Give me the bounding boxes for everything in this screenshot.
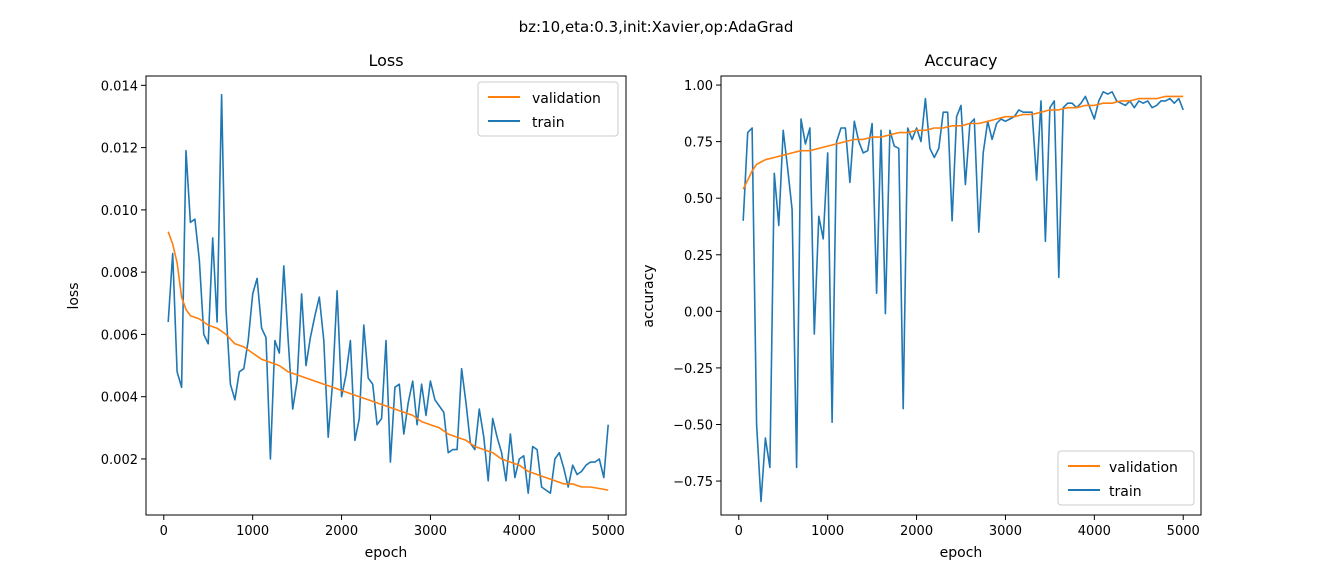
loss-x-tick-label: 0 xyxy=(160,524,168,539)
accuracy-legend-validation-label: validation xyxy=(1109,460,1178,476)
loss-legend-validation-label: validation xyxy=(532,91,601,107)
loss-legend-frame xyxy=(477,81,619,137)
loss-y-tick-label: 0.012 xyxy=(101,142,138,157)
accuracy-x-tick-label: 0 xyxy=(735,524,743,539)
loss-axes-frame xyxy=(145,75,627,516)
accuracy-plot-area: 0 1000 2000 3000 4000 5000 −0.75 −0.50 −0.25 0.00… xyxy=(673,75,1202,539)
loss-y-tick-label: 0.008 xyxy=(101,266,138,281)
accuracy-x-tick-label: 3000 xyxy=(989,524,1022,539)
accuracy-y-axis-label: accuracy xyxy=(641,264,657,327)
accuracy-x-tick-label: 2000 xyxy=(900,524,933,539)
loss-y-axis-label: loss xyxy=(66,282,82,309)
loss-y-tick-label: 0.006 xyxy=(101,328,138,343)
loss-x-tick-label: 1000 xyxy=(236,524,269,539)
loss-y-tick-label: 0.014 xyxy=(101,79,138,94)
loss-y-tick-label: 0.002 xyxy=(101,453,138,468)
accuracy-y-tick-label: −0.25 xyxy=(673,362,713,377)
accuracy-y-tick-label: 1.00 xyxy=(684,79,713,94)
loss-y-tick-label: 0.004 xyxy=(101,391,138,406)
accuracy-legend: validation train xyxy=(1057,450,1195,506)
accuracy-axes-frame xyxy=(720,75,1202,516)
accuracy-y-tick-label: 0.00 xyxy=(684,305,713,320)
loss-legend-train-label: train xyxy=(532,115,565,131)
loss-x-tick-label: 5000 xyxy=(592,524,625,539)
loss-series-train-line xyxy=(167,93,609,495)
accuracy-y-tick-label: −0.50 xyxy=(673,418,713,433)
figure-suptitle: bz:10,eta:0.3,init:Xavier,op:AdaGrad xyxy=(519,18,794,36)
loss-chart: Loss 0 1000 2000 3000 4000 5000 0.002 0.004 0.00… xyxy=(66,51,627,561)
loss-series-validation-line xyxy=(167,231,609,491)
accuracy-y-tick-label: −0.75 xyxy=(673,475,713,490)
accuracy-x-tick-label: 5000 xyxy=(1167,524,1200,539)
accuracy-chart-title: Accuracy xyxy=(924,51,997,70)
accuracy-y-tick-label: 0.75 xyxy=(684,136,713,151)
loss-x-axis-label: epoch xyxy=(365,545,408,561)
accuracy-legend-train-label: train xyxy=(1109,484,1142,500)
accuracy-y-tick-label: 0.25 xyxy=(684,249,713,264)
accuracy-x-tick-label: 4000 xyxy=(1078,524,1111,539)
loss-y-tick-label: 0.010 xyxy=(101,204,138,219)
accuracy-x-axis-label: epoch xyxy=(940,545,983,561)
loss-x-tick-label: 2000 xyxy=(325,524,358,539)
loss-plot-area: 0 1000 2000 3000 4000 5000 0.002 0.004 0.006 0.00… xyxy=(101,75,627,539)
accuracy-series-validation-line xyxy=(742,95,1184,190)
accuracy-chart: Accuracy 0 1000 2000 3000 4000 5000 −0.75 −0.50… xyxy=(641,51,1202,561)
accuracy-legend-frame xyxy=(1057,450,1195,506)
loss-x-tick-label: 4000 xyxy=(503,524,536,539)
accuracy-x-tick-label: 1000 xyxy=(811,524,844,539)
loss-legend: validation train xyxy=(477,81,619,137)
accuracy-y-tick-label: 0.50 xyxy=(684,192,713,207)
accuracy-series-train-line xyxy=(742,91,1184,503)
loss-chart-title: Loss xyxy=(368,51,403,70)
loss-x-tick-label: 3000 xyxy=(414,524,447,539)
